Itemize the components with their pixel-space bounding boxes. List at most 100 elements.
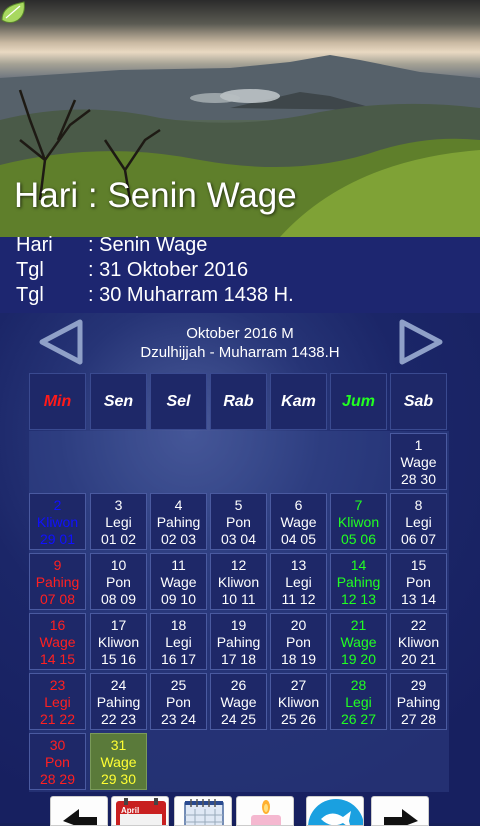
day-hijri: 17 18 [220,651,257,667]
info-label: Tgl [16,259,44,281]
day-hijri: 09 10 [160,591,197,607]
day-pasaran: Wage [160,574,197,590]
landscape-image [0,55,480,237]
day-name-header: Jum [330,373,387,430]
day-hijri: 23 24 [160,711,197,727]
day-hijri: 07 08 [39,591,76,607]
day-cell[interactable]: 3 Legi 01 02 [90,493,147,550]
day-hijri: 10 11 [221,591,256,607]
day-cell[interactable]: 1 Wage 28 30 [390,433,447,490]
day-hijri: 19 20 [340,651,377,667]
day-name-header: Sen [90,373,147,430]
date-info-panel: Hari : Senin Wage Tgl : 31 Oktober 2016 Tg… [0,234,480,313]
next-month-arrow-icon[interactable] [396,318,446,366]
back-button[interactable] [50,796,108,826]
day-cell[interactable]: 4 Pahing 02 03 [150,493,207,550]
day-cell[interactable]: 26 Wage 24 25 [210,673,267,730]
day-pasaran: Pon [45,754,70,770]
day-cell[interactable]: 15 Pon 13 14 [390,553,447,610]
day-cell[interactable]: 2 Kliwon 29 01 [29,493,86,550]
day-date: 29 [410,677,427,693]
day-hijri: 28 30 [400,471,437,487]
calendar-button[interactable]: April [111,796,169,826]
day-pasaran: Wage [220,694,257,710]
note-leaf-icon[interactable] [0,0,28,26]
day-cell[interactable]: 6 Wage 04 05 [270,493,327,550]
day-date: 25 [170,677,187,693]
prev-month-arrow-icon[interactable] [36,318,86,366]
forward-button[interactable] [371,796,429,826]
fish-button[interactable] [306,796,364,826]
day-date: 28 [350,677,367,693]
day-name-header: Sab [390,373,447,430]
day-cell[interactable]: 17 Kliwon 15 16 [90,613,147,670]
day-date: 12 [230,557,247,573]
day-cell[interactable]: 14 Pahing 12 13 [330,553,387,610]
candle-button[interactable] [236,796,294,826]
info-row-hari: Hari : Senin Wage [16,234,207,259]
info-label: Hari [16,234,53,256]
day-pasaran: Pahing [35,574,80,590]
info-label: Tgl [16,284,44,306]
day-cell[interactable]: 7 Kliwon 05 06 [330,493,387,550]
month-title: Oktober 2016 M [186,325,294,342]
day-hijri: 20 21 [400,651,437,667]
day-cell[interactable]: 13 Legi 11 12 [270,553,327,610]
calendar-grid-icon [184,799,224,825]
day-cell[interactable]: 24 Pahing 22 23 [90,673,147,730]
day-cell[interactable]: 12 Kliwon 10 11 [210,553,267,610]
day-cell[interactable]: 18 Legi 16 17 [150,613,207,670]
day-date: 2 [53,497,62,513]
back-arrow-icon [63,809,97,825]
day-cell[interactable]: 30 Pon 28 29 [29,733,86,790]
calendar-grid [29,431,449,792]
forward-arrow-icon [384,809,418,825]
day-cell[interactable]: 16 Wage 14 15 [29,613,86,670]
day-hijri: 21 22 [39,711,76,727]
day-pasaran: Pon [106,574,131,590]
day-cell[interactable]: 20 Pon 18 19 [270,613,327,670]
day-cell[interactable]: 27 Kliwon 25 26 [270,673,327,730]
day-date: 23 [49,677,66,693]
day-hijri: 13 14 [400,591,437,607]
day-cell[interactable]: 25 Pon 23 24 [150,673,207,730]
day-hijri: 08 09 [100,591,137,607]
day-cell-today[interactable]: 31 Wage 29 30 [90,733,147,790]
day-date: 24 [110,677,127,693]
day-pasaran: Legi [405,514,432,530]
day-date: 22 [410,617,427,633]
day-date: 9 [53,557,62,573]
calendar-icon [116,798,166,825]
info-row-tgl-hijri: Tgl: 30 Muharram 1438 H. [16,284,294,309]
day-date: 17 [110,617,127,633]
info-value: : 31 Oktober 2016 [88,259,249,281]
day-date: 11 [171,557,186,573]
day-pasaran: Pon [226,514,251,530]
day-pasaran: Wage [100,754,137,770]
info-value: : Senin Wage [88,234,208,256]
day-cell[interactable]: 23 Legi 21 22 [29,673,86,730]
day-cell[interactable]: 8 Legi 06 07 [390,493,447,550]
day-pasaran: Wage [39,634,76,650]
fish-icon [308,799,363,825]
day-cell[interactable]: 19 Pahing 17 18 [210,613,267,670]
day-name-header: Kam [270,373,327,430]
day-pasaran: Legi [345,694,372,710]
day-pasaran: Kliwon [277,694,320,710]
day-cell[interactable]: 11 Wage 09 10 [150,553,207,610]
day-pasaran: Kliwon [97,634,140,650]
day-date: 10 [110,557,127,573]
calendar-grid-button[interactable] [174,796,232,826]
day-cell[interactable]: 10 Pon 08 09 [90,553,147,610]
day-cell[interactable]: 28 Legi 26 27 [330,673,387,730]
day-hijri: 22 23 [100,711,137,727]
day-cell[interactable]: 5 Pon 03 04 [210,493,267,550]
day-cell[interactable]: 22 Kliwon 20 21 [390,613,447,670]
day-cell[interactable]: 9 Pahing 07 08 [29,553,86,610]
day-pasaran: Legi [285,574,312,590]
day-cell[interactable]: 21 Wage 19 20 [330,613,387,670]
day-date: 6 [294,497,303,513]
day-date: 4 [174,497,183,513]
day-cell[interactable]: 29 Pahing 27 28 [390,673,447,730]
day-pasaran: Pahing [396,694,441,710]
